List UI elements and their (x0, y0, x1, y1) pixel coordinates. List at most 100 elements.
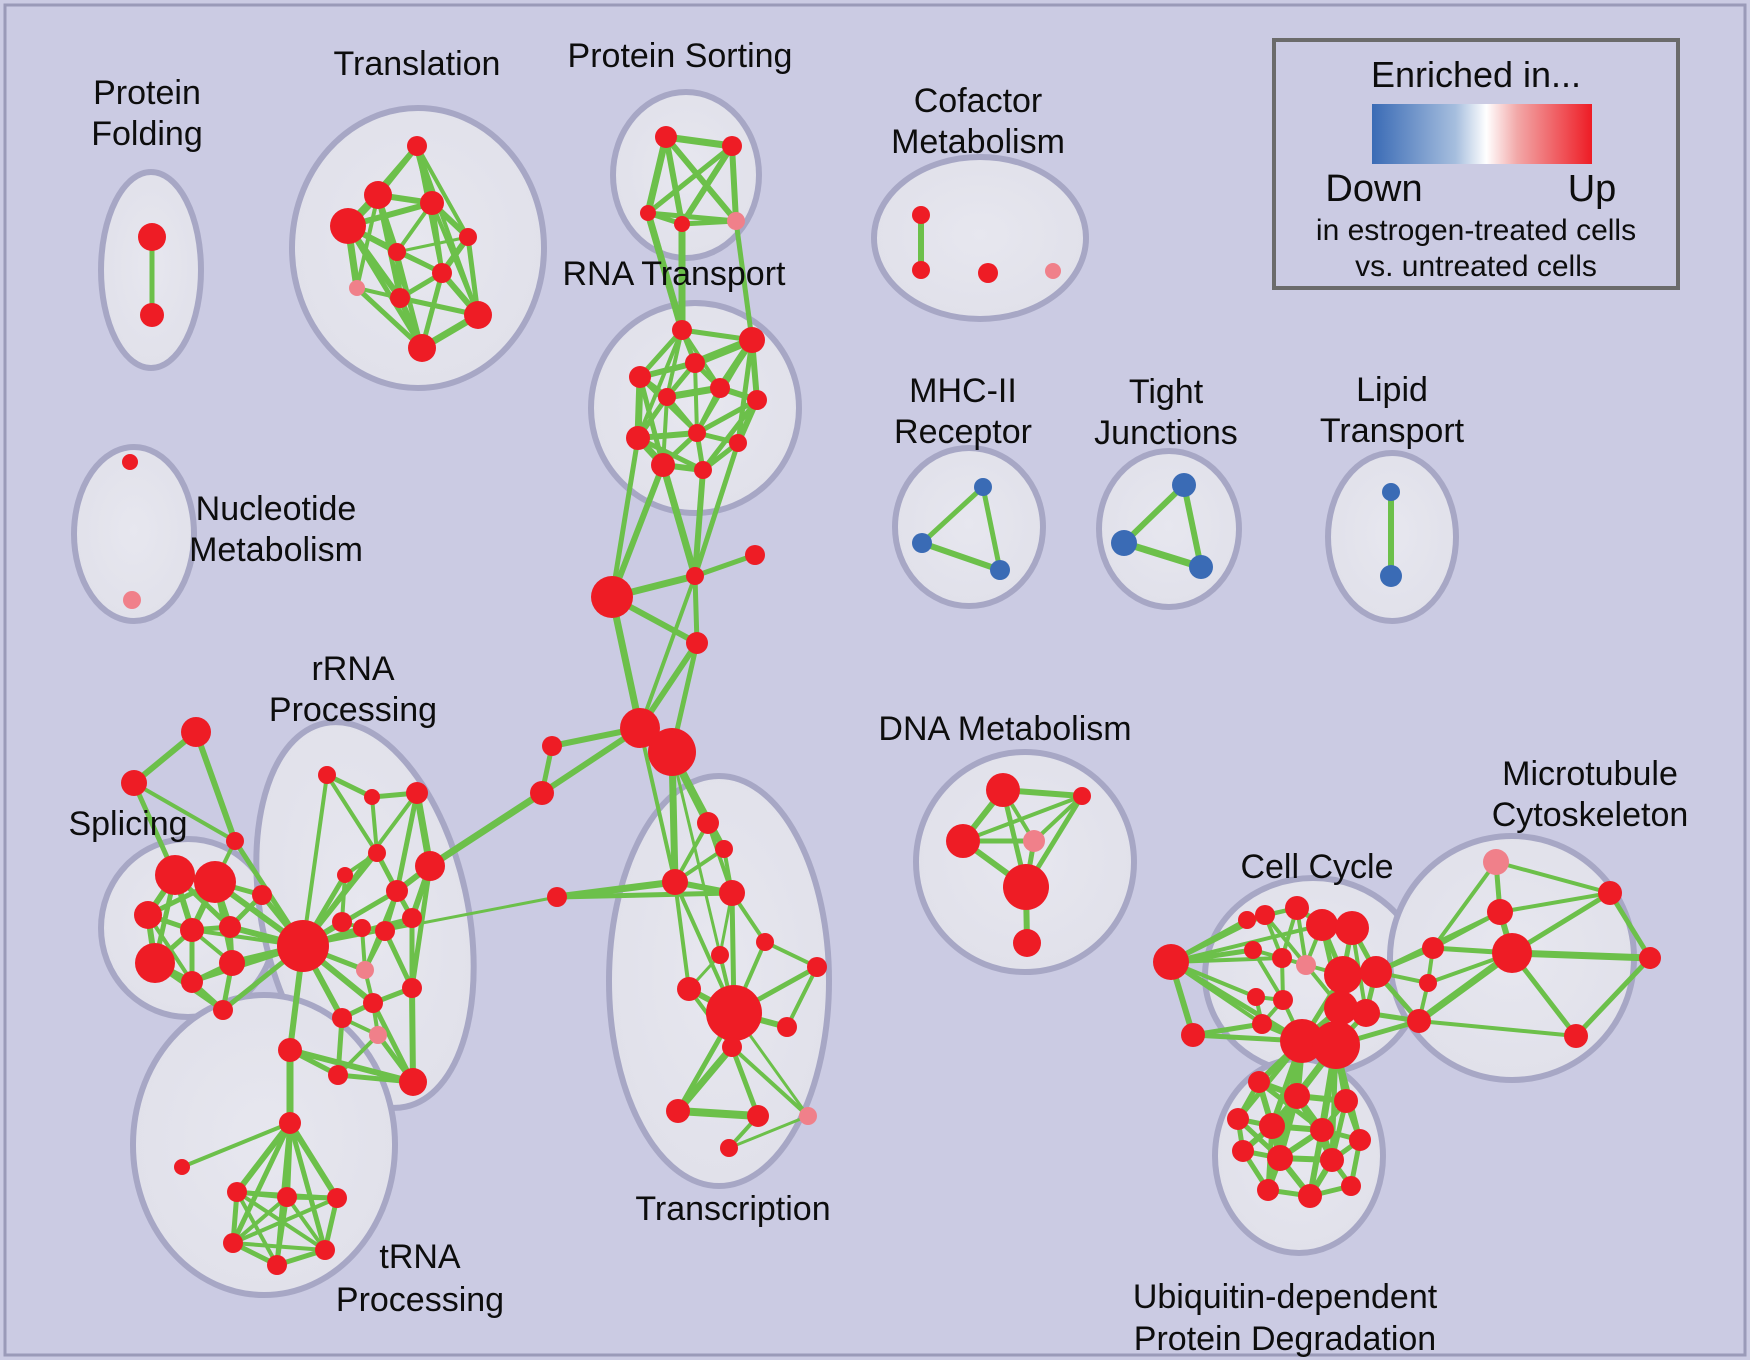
edge (1169, 956, 1284, 964)
edge (609, 435, 641, 600)
edge (231, 1195, 289, 1245)
gene-set-node (279, 1112, 301, 1134)
gene-set-node (219, 950, 245, 976)
gene-set-node (1492, 933, 1532, 973)
gene-set-node (1172, 473, 1196, 497)
gene-set-node (432, 263, 452, 283)
gene-set-node (459, 228, 477, 246)
edge (636, 328, 684, 440)
gene-set-node (912, 206, 930, 224)
gene-set-node (1284, 1083, 1310, 1109)
edge (1431, 860, 1498, 950)
gene-set-node (181, 971, 203, 993)
edge (180, 1121, 292, 1169)
legend-gradient-bar (1372, 104, 1592, 164)
legend-caption-line2: vs. untreated cells (1355, 250, 1597, 283)
edge (692, 440, 741, 579)
gene-set-node (1257, 1179, 1279, 1201)
cluster-label-rna_transport: RNA Transport (563, 255, 787, 293)
cluster-label-cofactor_metabolism: Metabolism (891, 123, 1065, 161)
edge (733, 218, 755, 343)
gene-set-node (711, 946, 729, 964)
figure-frame (3, 3, 1747, 1357)
edge (700, 397, 760, 473)
gene-set-node (591, 576, 633, 618)
gene-set-node (155, 855, 195, 895)
gene-set-node (1272, 948, 1292, 968)
edge (674, 1043, 736, 1115)
edge (735, 337, 755, 446)
edge (645, 143, 735, 216)
gene-set-node (315, 1240, 335, 1260)
legend: Enriched in... Down Up in estrogen-treat… (1272, 38, 1680, 290)
gene-set-node (121, 770, 147, 796)
gene-set-node (140, 303, 164, 327)
cluster-ellipse-cofactor_metabolism (871, 154, 1089, 322)
cluster-ellipse-trna_processing (130, 992, 398, 1298)
gene-set-node (1248, 1071, 1270, 1093)
edge (415, 144, 470, 239)
cluster-label-lipid_transport: Transport (1320, 412, 1465, 450)
gene-set-node (672, 320, 692, 340)
gene-set-node (706, 985, 762, 1041)
cluster-label-transcription: Transcription (635, 1190, 830, 1228)
gene-set-node (1312, 1021, 1360, 1069)
gene-set-node (640, 205, 656, 221)
cluster-label-translation: Translation (334, 45, 501, 83)
edge (355, 193, 380, 290)
gene-set-node (722, 136, 742, 156)
gene-set-node (138, 223, 166, 251)
edge (345, 223, 425, 351)
edge (325, 773, 379, 855)
cluster-label-protein_folding: Protein (93, 74, 201, 112)
cluster-ellipse-tight_junctions (1096, 448, 1242, 610)
edge (919, 484, 986, 546)
edge (301, 895, 559, 948)
gene-set-node (223, 1233, 243, 1253)
edge (638, 574, 697, 730)
gene-set-node (406, 782, 428, 804)
gene-set-node (747, 1105, 769, 1127)
cluster-label-protein_folding: Folding (91, 115, 203, 153)
edge (370, 795, 379, 855)
edge (662, 133, 736, 150)
cluster-label-protein_sorting: Protein Sorting (568, 37, 793, 75)
gene-set-node (415, 851, 445, 881)
edge (670, 750, 736, 1015)
gene-set-node (390, 288, 410, 308)
gene-set-node (134, 901, 162, 929)
gene-set-node (946, 824, 980, 858)
edge (231, 1196, 339, 1245)
edge (692, 552, 758, 579)
cluster-ellipse-nucleotide_metabolism (71, 444, 197, 624)
edge (230, 1120, 293, 1246)
gene-set-node (756, 933, 774, 951)
edge (644, 133, 670, 217)
gene-set-node (181, 717, 211, 747)
cluster-label-trna_processing: Processing (336, 1281, 504, 1319)
gene-set-node (1189, 555, 1213, 579)
gene-set-node (655, 126, 677, 148)
cluster-label-nucleotide_metabolism: Metabolism (189, 531, 363, 569)
gene-set-node (651, 453, 675, 477)
gene-set-node (407, 136, 427, 156)
edge (382, 928, 415, 991)
edge (729, 1044, 761, 1119)
gene-set-node (685, 353, 705, 373)
edge (980, 484, 1003, 573)
edge (673, 880, 691, 991)
gene-set-node (1247, 988, 1265, 1006)
gene-set-node (332, 1008, 352, 1028)
gene-set-node (694, 461, 712, 479)
gene-set-node (1310, 1118, 1334, 1142)
cluster-label-mhc_ii_receptor: Receptor (894, 413, 1032, 451)
edge (354, 285, 425, 351)
cluster-label-rrna_processing: Processing (269, 691, 437, 729)
gene-set-node (662, 869, 688, 895)
gene-set-node (677, 977, 701, 1001)
edge (235, 1190, 279, 1267)
edge (275, 1195, 289, 1267)
gene-set-node (123, 591, 141, 609)
gene-set-node (747, 390, 767, 410)
gene-set-node (1296, 955, 1316, 975)
